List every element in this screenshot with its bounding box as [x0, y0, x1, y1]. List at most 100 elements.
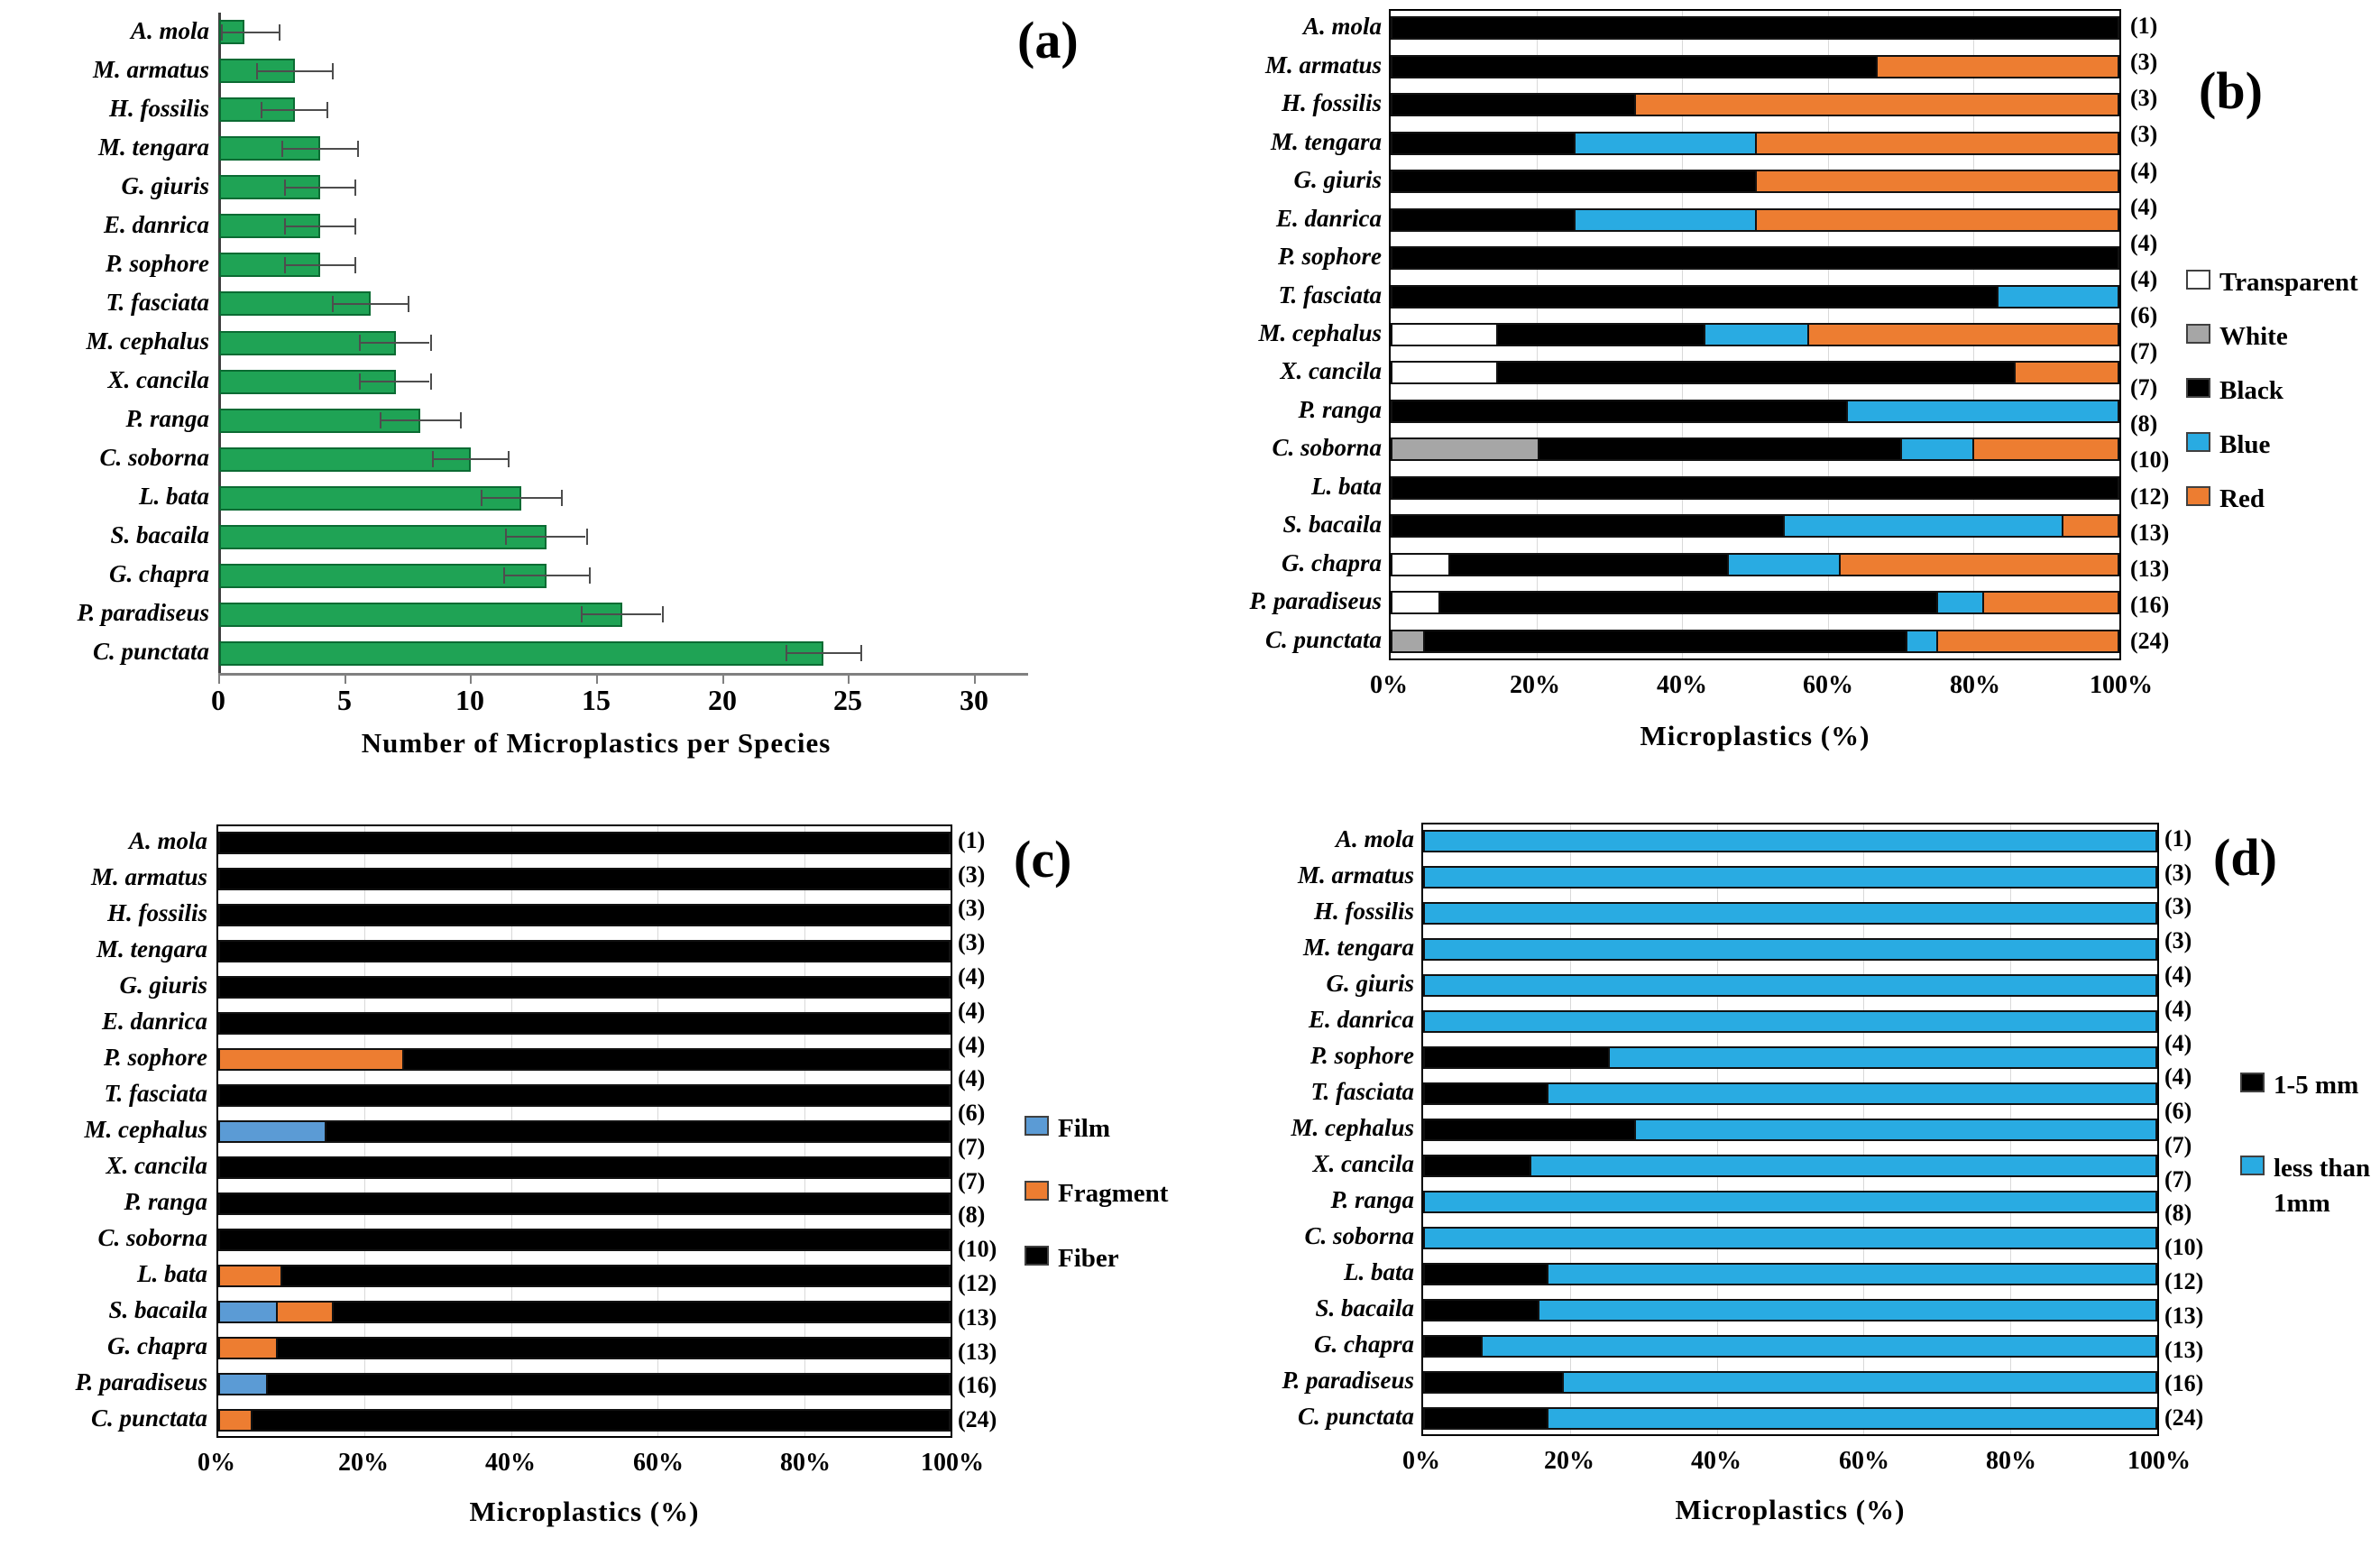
species-label-m-armatus: M. armatus	[90, 863, 207, 890]
species-label-s-bacaila: S. bacaila	[110, 521, 209, 548]
sample-count-label: (13)	[2130, 556, 2170, 582]
segment-black-m-tengara	[1392, 134, 1574, 153]
segment-1-5-mm-c-punctata	[1425, 1409, 1548, 1428]
species-label-g-chapra: G. chapra	[108, 560, 209, 587]
sample-count-label: (4)	[958, 1032, 986, 1058]
sample-count-label: (4)	[2164, 996, 2192, 1022]
x-tick-mark-10	[470, 676, 472, 684]
sample-count-label: (3)	[2164, 927, 2192, 953]
legend-swatch-1-5-mm	[2240, 1073, 2265, 1092]
legend-item-fiber: Fiber	[1025, 1241, 1119, 1276]
x-tick-label-20: 20%	[338, 1449, 389, 1477]
species-label-t-fasciata: T. fasciata	[104, 1080, 208, 1107]
species-label-m-cephalus: M. cephalus	[84, 1116, 207, 1143]
species-label-e-danrica: E. danrica	[103, 211, 209, 238]
error-cap-high-x-cancila	[430, 373, 432, 390]
species-label-p-sophore: P. sophore	[105, 250, 209, 277]
sample-count-label: (1)	[958, 827, 986, 853]
panel-a: A. mola M. armatus H. fossilis M. tengara G.…	[0, 0, 1190, 803]
segment-black-m-cephalus	[1495, 325, 1704, 345]
sample-count-label: (4)	[958, 998, 986, 1024]
sample-count-label: (7)	[958, 1134, 986, 1160]
segment-red-m-tengara	[1755, 134, 2118, 153]
legend-label-fragment: Fragment	[1058, 1179, 1169, 1208]
stacked-bar-h-fossilis	[1391, 93, 2119, 116]
error-cap-high-m-armatus	[332, 63, 334, 79]
legend-label-less-than-1mm: less than 1mm	[2274, 1154, 2371, 1219]
species-label-c-punctata: C. punctata	[1297, 1403, 1414, 1430]
error-bar-p-paradiseus	[581, 613, 661, 615]
sample-count-label: (4)	[2130, 266, 2158, 292]
stacked-bar-p-paradiseus	[1423, 1371, 2157, 1394]
segment-fiber-c-punctata	[250, 1411, 949, 1430]
segment-blue-c-soborna	[1899, 439, 1973, 459]
species-label-m-armatus: M. armatus	[92, 56, 209, 83]
segment-fiber-l-bata	[280, 1266, 949, 1285]
segment-fiber-t-fasciata	[220, 1086, 949, 1105]
error-cap-high-g-giuris	[354, 180, 356, 196]
segment-red-p-paradiseus	[1981, 593, 2118, 612]
legend-item-transparent: Transparent	[2186, 265, 2358, 300]
species-label-l-bata: L. bata	[139, 483, 209, 510]
segment-fiber-p-paradiseus	[265, 1375, 949, 1394]
segment-black-t-fasciata	[1392, 287, 1997, 307]
x-tick-label-10: 10	[455, 684, 484, 716]
bar-x-cancila	[219, 370, 396, 394]
segment-red-h-fossilis	[1633, 95, 2118, 115]
segment-transparent-x-cancila	[1392, 363, 1496, 382]
stacked-bar-s-bacaila	[1391, 514, 2119, 538]
segment-blue-m-cephalus	[1703, 325, 1807, 345]
error-cap-low-g-giuris	[284, 180, 286, 196]
segment-film-p-paradiseus	[220, 1375, 266, 1394]
sample-count-label: (4)	[958, 963, 986, 990]
segment-red-g-giuris	[1755, 171, 2118, 191]
species-label-c-soborna: C. soborna	[97, 1224, 207, 1251]
legend-label-fiber: Fiber	[1058, 1244, 1119, 1273]
species-label-s-bacaila: S. bacaila	[108, 1296, 207, 1323]
sample-count-label: (24)	[958, 1406, 997, 1432]
sample-count-label: (3)	[958, 929, 986, 955]
legend-label-blue: Blue	[2219, 430, 2271, 459]
x-tick-label-100: 100%	[2090, 671, 2153, 699]
error-cap-high-t-fasciata	[408, 296, 409, 312]
segment-fiber-g-giuris	[220, 978, 949, 997]
sample-count-label: (4)	[2130, 230, 2158, 256]
segment-less-than-1mm-g-chapra	[1481, 1337, 2155, 1356]
segment-blue-t-fasciata	[1996, 287, 2118, 307]
panel-d-letter: (d)	[2213, 828, 2277, 887]
species-label-p-paradiseus: P. paradiseus	[1249, 587, 1382, 614]
segment-fiber-p-sophore	[402, 1050, 949, 1069]
segment-black-g-chapra	[1447, 555, 1728, 575]
segment-fragment-c-punctata	[220, 1411, 251, 1430]
error-cap-high-p-paradiseus	[662, 606, 664, 622]
segment-less-than-1mm-c-punctata	[1547, 1409, 2155, 1428]
legend-swatch-film	[1025, 1116, 1049, 1136]
error-cap-low-m-cephalus	[359, 335, 361, 351]
species-label-a-mola: A. mola	[130, 17, 209, 44]
segment-1-5-mm-l-bata	[1425, 1265, 1548, 1284]
segment-transparent-g-chapra	[1392, 555, 1448, 575]
sample-count-label: (4)	[2130, 194, 2158, 220]
sample-count-label: (12)	[2130, 483, 2170, 510]
sample-count-label: (4)	[2164, 1030, 2192, 1056]
error-cap-low-l-bata	[481, 490, 482, 506]
error-bar-l-bata	[481, 497, 561, 499]
stacked-bar-c-punctata	[1423, 1407, 2157, 1430]
species-label-e-danrica: E. danrica	[1275, 205, 1382, 232]
species-label-m-armatus: M. armatus	[1264, 51, 1382, 78]
error-cap-high-e-danrica	[354, 218, 356, 235]
x-tick-label-0: 0%	[1402, 1447, 1440, 1475]
error-cap-high-p-sophore	[354, 257, 356, 273]
species-label-c-punctata: C. punctata	[1264, 626, 1382, 653]
species-label-m-cephalus: M. cephalus	[1291, 1114, 1414, 1141]
error-cap-low-c-soborna	[432, 451, 434, 467]
sample-count-label: (3)	[2164, 893, 2192, 919]
x-tick-mark-0	[218, 676, 220, 684]
stacked-bar-m-tengara	[218, 940, 951, 962]
x-tick-label-80: 80%	[1950, 671, 2000, 699]
sample-count-label: (10)	[2164, 1234, 2204, 1260]
segment-red-e-danrica	[1755, 210, 2118, 230]
legend-swatch-less-than-1mm	[2240, 1156, 2265, 1175]
error-bar-m-cephalus	[359, 342, 429, 344]
segment-fiber-h-fossilis	[220, 906, 949, 925]
